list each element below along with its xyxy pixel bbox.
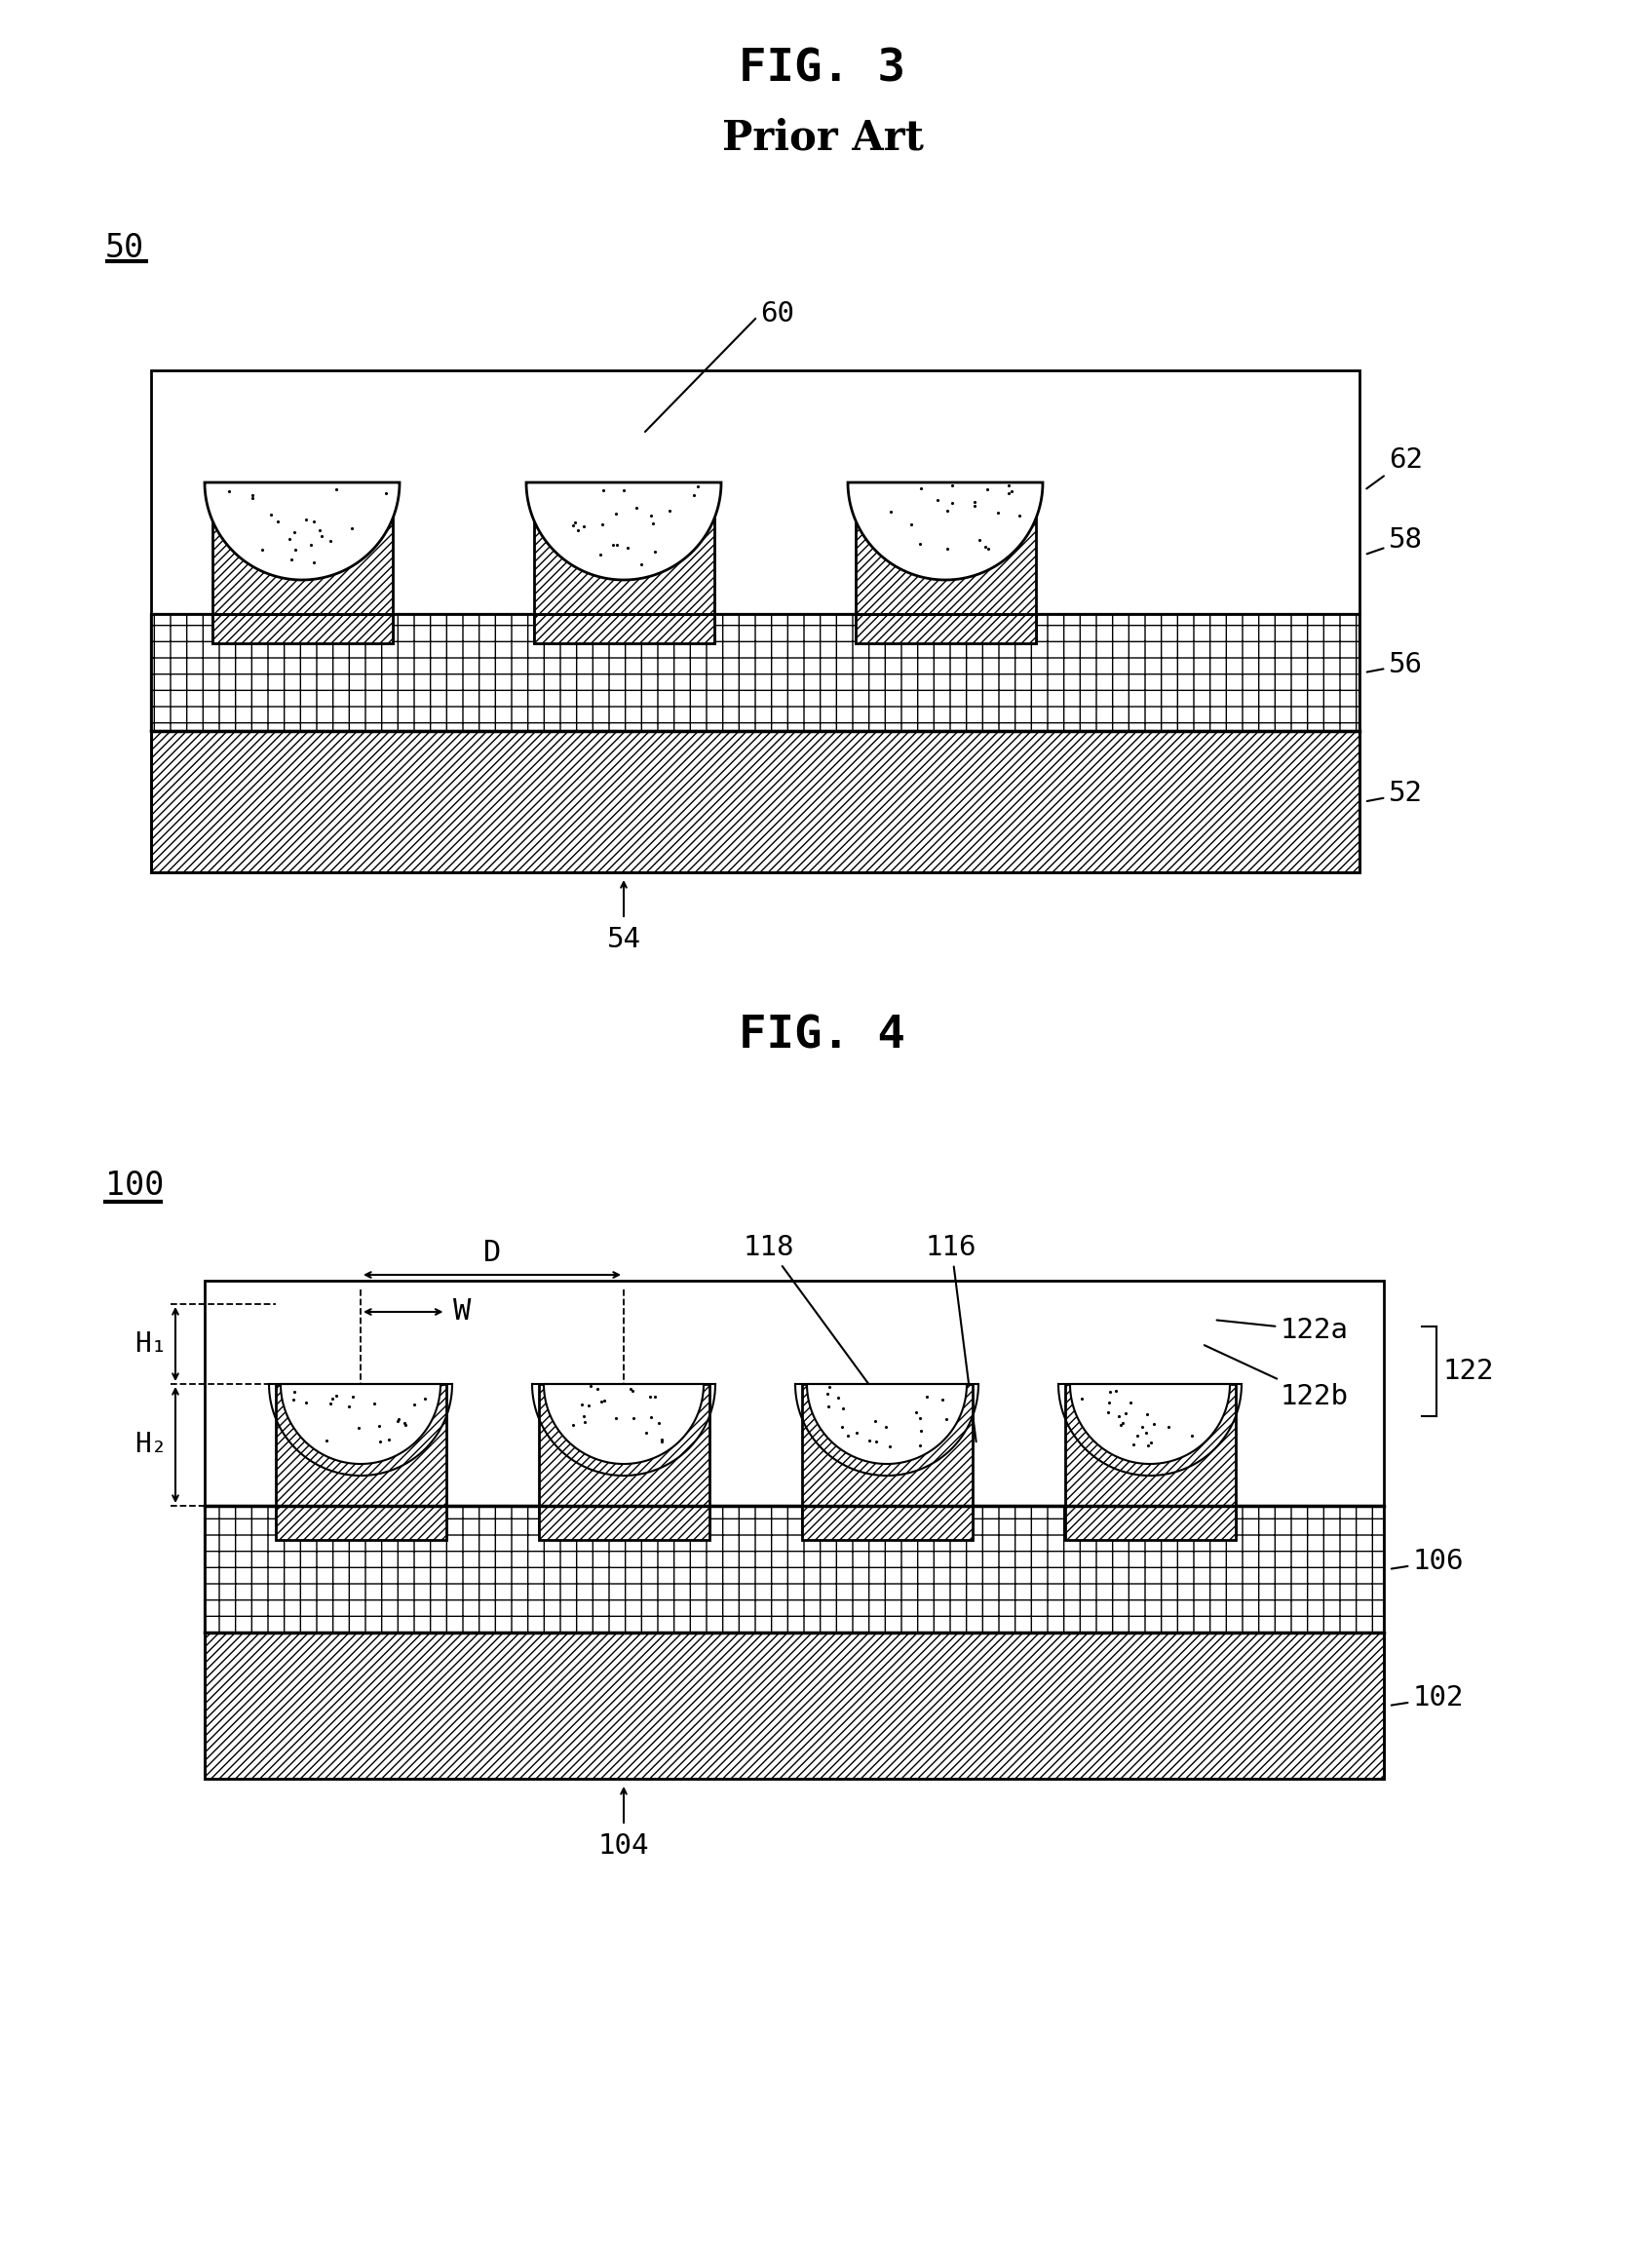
Bar (212, 615, 393, 644)
Bar (533, 615, 714, 644)
Polygon shape (1070, 1383, 1230, 1463)
Bar (151, 370, 1360, 873)
Text: 118: 118 (742, 1234, 871, 1386)
Bar (204, 1281, 1384, 1778)
Text: W: W (454, 1297, 471, 1327)
Text: 100: 100 (105, 1170, 165, 1202)
Text: 116: 116 (925, 1234, 978, 1442)
Bar (533, 483, 714, 615)
Bar (204, 1506, 1384, 1633)
Bar (151, 615, 1360, 730)
Bar (1065, 1506, 1236, 1540)
Bar (277, 1506, 446, 1540)
Bar (538, 1383, 709, 1535)
Text: 122b: 122b (1205, 1345, 1348, 1411)
Text: Prior Art: Prior Art (721, 118, 923, 159)
Text: 62: 62 (1366, 447, 1422, 488)
Bar (151, 615, 1360, 730)
Bar (802, 1506, 973, 1540)
Bar (802, 1383, 973, 1535)
Text: D: D (484, 1238, 500, 1268)
Bar (856, 483, 1035, 615)
Text: 102: 102 (1391, 1685, 1465, 1712)
Text: FIG. 3: FIG. 3 (739, 48, 905, 91)
Bar (538, 1506, 709, 1540)
Text: 106: 106 (1391, 1547, 1465, 1574)
Text: H₁: H₁ (135, 1331, 168, 1359)
Polygon shape (281, 1383, 441, 1463)
Bar (533, 615, 714, 644)
Text: 52: 52 (1368, 780, 1422, 807)
Text: 54: 54 (607, 925, 640, 953)
Text: FIG. 4: FIG. 4 (739, 1014, 905, 1057)
Text: 50: 50 (105, 231, 145, 263)
Text: 58: 58 (1366, 526, 1422, 553)
Text: 60: 60 (645, 299, 795, 431)
Polygon shape (543, 1383, 703, 1463)
Bar (151, 730, 1360, 873)
Text: 104: 104 (597, 1833, 649, 1860)
Bar (204, 1506, 1384, 1633)
Bar (212, 615, 393, 644)
Text: 56: 56 (1368, 651, 1422, 678)
Text: 122: 122 (1444, 1359, 1495, 1386)
Bar (1065, 1383, 1236, 1535)
Polygon shape (807, 1383, 966, 1463)
Bar (856, 615, 1035, 644)
Text: 122a: 122a (1216, 1318, 1348, 1345)
Bar (204, 1633, 1384, 1778)
Polygon shape (204, 483, 400, 581)
Polygon shape (527, 483, 721, 581)
Bar (151, 615, 1360, 730)
Bar (856, 615, 1035, 644)
Polygon shape (848, 483, 1044, 581)
Bar (277, 1383, 446, 1535)
Text: H₂: H₂ (135, 1431, 168, 1458)
Bar (212, 483, 393, 615)
